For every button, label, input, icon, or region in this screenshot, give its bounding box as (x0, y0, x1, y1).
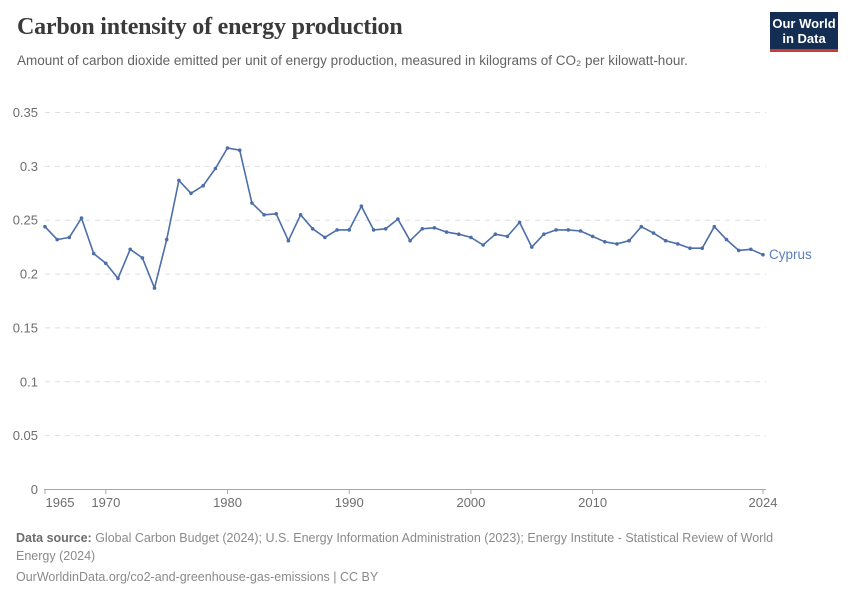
data-point[interactable] (396, 217, 400, 221)
data-point[interactable] (444, 230, 449, 234)
data-point[interactable] (201, 183, 205, 188)
data-point[interactable] (420, 227, 425, 231)
data-point[interactable] (140, 256, 145, 260)
data-point[interactable] (104, 261, 108, 266)
data-point[interactable] (128, 247, 132, 252)
data-point[interactable] (554, 228, 558, 232)
data-point[interactable] (237, 148, 242, 152)
data-point[interactable] (177, 178, 181, 183)
chart-subtitle: Amount of carbon dioxide emitted per uni… (17, 53, 688, 68)
y-axis-tick-label: 0.1 (20, 374, 38, 389)
data-point[interactable] (189, 191, 193, 196)
data-point[interactable] (736, 248, 741, 253)
y-axis-tick-label: 0.05 (13, 428, 38, 443)
data-point[interactable] (323, 235, 327, 240)
owid-logo-line1: Our World (772, 16, 836, 31)
data-point[interactable] (225, 146, 230, 150)
data-point[interactable] (55, 237, 59, 242)
line-chart-canvas[interactable]: 0 0.05 0.1 0.15 0.2 0.25 0.3 0.35 1965 1970 1980 19… (0, 0, 850, 530)
data-point[interactable] (262, 213, 266, 217)
x-axis-tick-label: 1990 (335, 495, 364, 510)
y-axis-tick-label: 0 (31, 482, 38, 497)
x-axis-tick-label: 2000 (456, 495, 485, 510)
data-point[interactable] (663, 238, 668, 243)
x-axis-tick-label: 1980 (213, 495, 242, 510)
data-point[interactable] (432, 226, 437, 230)
owid-logo[interactable]: Our World in Data (770, 12, 838, 52)
data-point[interactable] (505, 234, 510, 239)
data-point[interactable] (542, 232, 546, 236)
data-point[interactable] (578, 229, 583, 233)
x-axis-tick-label: 2010 (578, 495, 607, 510)
data-point[interactable] (298, 213, 303, 217)
data-point[interactable] (469, 235, 473, 240)
y-axis-tick-label: 0.3 (20, 159, 38, 174)
data-point[interactable] (286, 238, 291, 243)
data-point[interactable] (590, 234, 595, 239)
data-point[interactable] (91, 251, 96, 256)
footer-link-line[interactable]: OurWorldinData.org/co2-and-greenhouse-ga… (16, 570, 379, 584)
data-point[interactable] (310, 227, 315, 231)
y-axis-tick-label: 0.15 (13, 320, 38, 335)
data-point[interactable] (615, 242, 619, 246)
data-point[interactable] (371, 228, 376, 232)
data-point[interactable] (517, 220, 522, 225)
data-point[interactable] (67, 235, 72, 240)
data-point[interactable] (761, 252, 765, 257)
owid-logo-line2: in Data (782, 31, 826, 46)
chart-footer: Data source: Global Carbon Budget (2024)… (16, 529, 812, 586)
data-point[interactable] (457, 232, 461, 236)
data-point[interactable] (250, 201, 254, 205)
data-point[interactable] (700, 246, 704, 250)
data-point[interactable] (79, 216, 84, 220)
x-axis-tick-label: 2024 (749, 495, 778, 510)
x-axis-tick-label: 1965 (46, 495, 75, 510)
data-point[interactable] (347, 228, 352, 232)
series-end-label[interactable]: Cyprus (769, 247, 812, 262)
data-point[interactable] (493, 232, 498, 236)
data-point[interactable] (213, 166, 218, 171)
data-line-cyprus[interactable] (44, 147, 764, 289)
data-point[interactable] (603, 240, 607, 244)
data-point[interactable] (359, 204, 364, 208)
data-point[interactable] (408, 238, 412, 243)
data-point[interactable] (116, 276, 120, 281)
y-axis-tick-label: 0.35 (13, 105, 38, 120)
data-point[interactable] (627, 238, 631, 243)
data-point[interactable] (676, 242, 680, 246)
data-point[interactable] (335, 228, 339, 232)
data-source-line: Data source: Global Carbon Budget (2024)… (16, 529, 812, 565)
data-point[interactable] (481, 243, 485, 247)
data-point[interactable] (724, 237, 729, 242)
data-source-label: Data source: (16, 531, 92, 545)
data-point[interactable] (651, 231, 656, 235)
y-axis-tick-label: 0.2 (20, 267, 38, 282)
data-point[interactable] (43, 224, 47, 229)
data-point[interactable] (152, 286, 157, 290)
data-point[interactable] (749, 247, 753, 252)
data-source-text: Global Carbon Budget (2024); U.S. Energy… (16, 531, 774, 563)
data-point[interactable] (639, 224, 644, 229)
data-point[interactable] (566, 228, 571, 232)
y-axis-tick-label: 0.25 (13, 213, 38, 228)
data-point[interactable] (712, 224, 717, 229)
x-axis-tick-label: 1970 (91, 495, 120, 510)
data-point[interactable] (383, 227, 388, 231)
data-point[interactable] (530, 245, 534, 249)
data-point[interactable] (164, 237, 169, 242)
chart-title: Carbon intensity of energy production (17, 14, 403, 40)
data-point[interactable] (688, 246, 692, 250)
data-point[interactable] (274, 212, 279, 216)
